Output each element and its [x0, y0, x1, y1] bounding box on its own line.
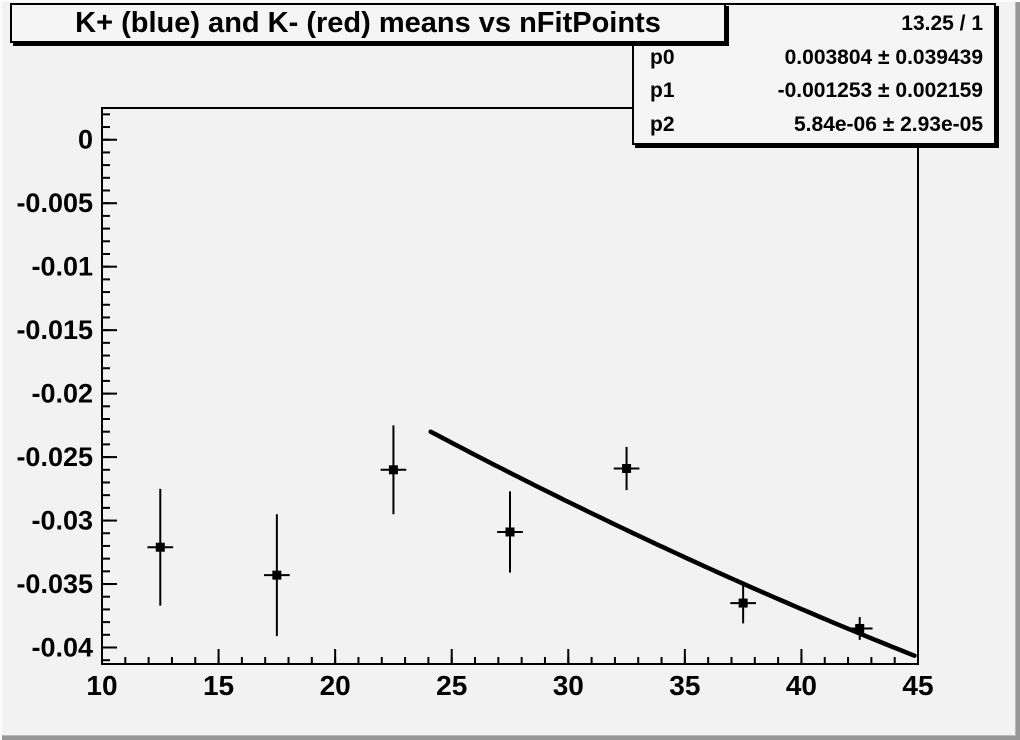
markers — [155, 464, 865, 633]
y-tick-label: -0.03 — [31, 506, 93, 536]
p2-value: 5.84e-06 ± 2.93e-05 — [794, 112, 983, 136]
p1-label: p1 — [650, 79, 675, 103]
y-tick-label: -0.04 — [31, 632, 93, 662]
data-point-marker[interactable] — [505, 527, 515, 537]
data-point-marker[interactable] — [272, 570, 282, 580]
x-axis-labels: 10 15 20 25 30 35 40 45 — [86, 670, 933, 701]
data-point-marker[interactable] — [155, 542, 165, 552]
x-tick-label: 10 — [86, 670, 117, 701]
x-axis — [101, 649, 919, 664]
p1-value: -0.001253 ± 0.002159 — [777, 79, 983, 103]
p0-value: 0.003804 ± 0.039439 — [784, 45, 983, 69]
stats-row-p1: p1 -0.001253 ± 0.002159 — [634, 80, 994, 101]
x-tick-label: 25 — [436, 670, 467, 701]
x-tick-label: 40 — [786, 670, 817, 701]
x-tick-label: 20 — [320, 670, 351, 701]
p2-label: p2 — [650, 112, 675, 136]
p0-label: p0 — [650, 45, 675, 69]
stats-row-p2: p2 5.84e-06 ± 2.93e-05 — [634, 114, 994, 135]
y-axis-labels: 0 -0.005 -0.01 -0.015 -0.02 -0.025 -0.03 -0.035… — [16, 125, 93, 663]
title-box[interactable]: K+ (blue) and K- (red) means vs nFitPoin… — [10, 3, 726, 43]
plot-frame — [101, 107, 919, 665]
y-tick-label: 0 — [78, 125, 93, 155]
chi2-value: 13.25 / 1 — [901, 12, 983, 36]
y-axis — [102, 113, 117, 662]
x-tick-label: 15 — [203, 670, 234, 701]
y-tick-label: -0.01 — [31, 252, 93, 282]
y-tick-label: -0.015 — [16, 315, 93, 345]
data-point-marker[interactable] — [855, 623, 865, 633]
plot-title: K+ (blue) and K- (red) means vs nFitPoin… — [75, 6, 661, 39]
data-point-marker[interactable] — [622, 464, 632, 474]
y-tick-label: -0.005 — [16, 188, 93, 218]
y-tick-label: -0.02 — [31, 379, 93, 409]
stats-row-p0: p0 0.003804 ± 0.039439 — [634, 47, 994, 68]
y-tick-label: -0.025 — [16, 442, 93, 472]
fit-curve — [428, 429, 917, 658]
data-point-marker[interactable] — [738, 598, 748, 608]
y-tick-label: -0.035 — [16, 569, 93, 599]
x-tick-label: 45 — [902, 670, 933, 701]
x-tick-label: 30 — [553, 670, 584, 701]
data-point-marker[interactable] — [388, 465, 398, 475]
x-tick-label: 35 — [669, 670, 700, 701]
